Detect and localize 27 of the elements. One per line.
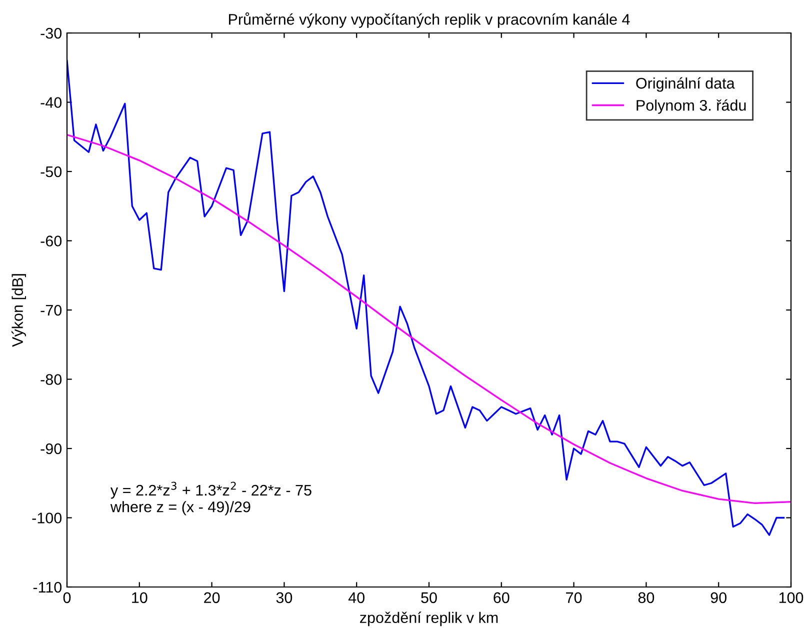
x-tick-label: 20 bbox=[204, 592, 220, 604]
x-tick-label: 0 bbox=[63, 592, 71, 604]
y-tick-label: -110 bbox=[33, 582, 62, 593]
y-tick-label: -50 bbox=[40, 166, 62, 178]
x-tick-label: 10 bbox=[132, 592, 148, 604]
y-tick-label: -40 bbox=[40, 97, 62, 108]
x-tick-label: 80 bbox=[638, 592, 654, 604]
x-tick-label: 100 bbox=[779, 592, 804, 604]
annotation: y = 2.2*z$^{3}$ + 1.3*z$^{2}$ - 22*z - 75 where z = (x - 49)/29 bbox=[110, 482, 312, 516]
x-tick-label: 70 bbox=[566, 592, 582, 604]
x-tick-label: 30 bbox=[276, 592, 292, 604]
x-tick-label: 90 bbox=[710, 592, 726, 604]
x-tick-label: 40 bbox=[348, 592, 364, 604]
y-tick-label: -60 bbox=[40, 236, 62, 246]
x-axis-title: zpoždění replik v km bbox=[360, 612, 498, 626]
x-tick-label: 60 bbox=[494, 592, 510, 604]
y-tick-label: -80 bbox=[40, 374, 62, 385]
y-tick-label: -70 bbox=[40, 304, 62, 316]
x-tick-label: 50 bbox=[421, 592, 437, 604]
y-tick-label: -100 bbox=[32, 512, 62, 524]
chart-title: Průměrné výkony vypočítaných replik v pracovním kanále 4 bbox=[229, 12, 630, 28]
y-tick-label: -30 bbox=[40, 28, 62, 39]
y-tick-label: -90 bbox=[40, 443, 62, 454]
y-axis-title: Výkon [dB] bbox=[12, 274, 26, 347]
legend-label: Polynom 3. řádu bbox=[636, 99, 746, 114]
legend-label: Originální data bbox=[636, 77, 735, 92]
line-series bbox=[67, 60, 785, 536]
